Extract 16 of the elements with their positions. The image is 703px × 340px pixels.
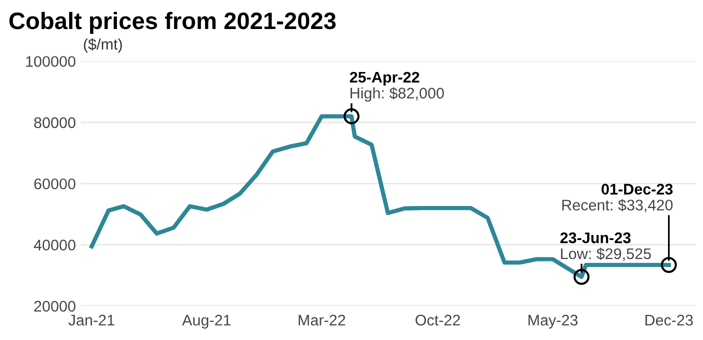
- y-tick-label: 100000: [26, 56, 76, 67]
- x-tick-label: May-23: [528, 314, 578, 329]
- annotation: 23-Jun-23 Low: $29,525: [560, 232, 651, 261]
- x-tick-label: Dec-23: [645, 314, 693, 326]
- annotation: 01-Dec-23 Recent: $33,420: [562, 184, 673, 212]
- y-tick-label: 80000: [34, 117, 76, 128]
- x-tick-label: Jan-21: [68, 314, 114, 326]
- y-tick-label: 60000: [34, 178, 76, 190]
- x-tick-label: Oct-22: [416, 314, 460, 326]
- chart-title: Cobalt prices from 2021-2023: [9, 12, 336, 34]
- x-tick-label: Mar-22: [298, 314, 346, 326]
- x-tick-label: Aug-21: [182, 314, 231, 329]
- y-tick-label: 40000: [34, 240, 76, 250]
- y-axis-title: ($/mt): [84, 38, 122, 53]
- y-tick-label: 20000: [34, 300, 76, 312]
- annotation: 25-Apr-22 High: $82,000: [350, 72, 444, 102]
